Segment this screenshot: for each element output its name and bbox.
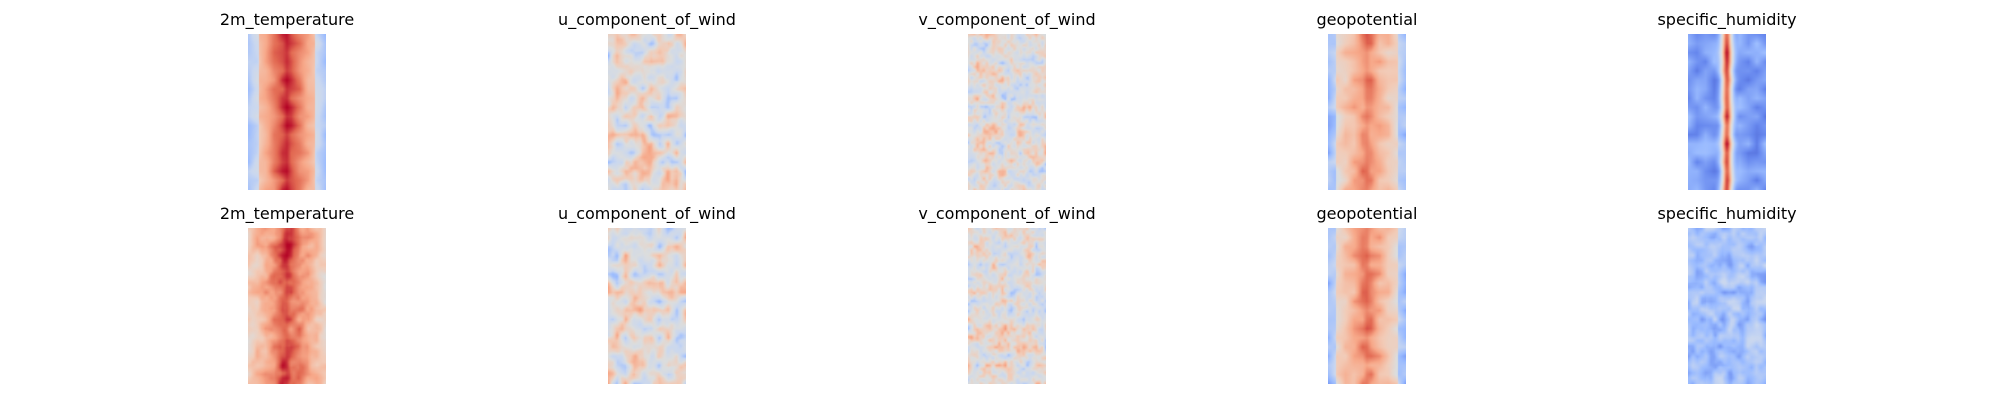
panel-title: 2m_temperature [219, 204, 355, 223]
panel-title: geopotential [1316, 10, 1418, 29]
panel-title: geopotential [1316, 204, 1418, 223]
panel-title: v_component_of_wind [918, 10, 1096, 29]
panel-title: u_component_of_wind [558, 10, 736, 29]
heatmap-geopotential-row2 [1328, 228, 1406, 384]
heatmap-u-component-of-wind-row2 [608, 228, 686, 384]
panel-title: specific_humidity [1657, 204, 1797, 223]
heatmap-specific-humidity-row2 [1688, 228, 1766, 384]
panel-title: 2m_temperature [219, 10, 355, 29]
heatmap-geopotential-row1 [1328, 34, 1406, 190]
panel-title: specific_humidity [1657, 10, 1797, 29]
heatmap-v-component-of-wind-row1 [968, 34, 1046, 190]
heatmap-2m-temperature-row1 [248, 34, 326, 190]
heatmap-specific-humidity-row1 [1688, 34, 1766, 190]
heatmap-u-component-of-wind-row1 [608, 34, 686, 190]
heatmap-2m-temperature-row2 [248, 228, 326, 384]
panel-title: v_component_of_wind [918, 204, 1096, 223]
panel-title: u_component_of_wind [558, 204, 736, 223]
heatmap-v-component-of-wind-row2 [968, 228, 1046, 384]
